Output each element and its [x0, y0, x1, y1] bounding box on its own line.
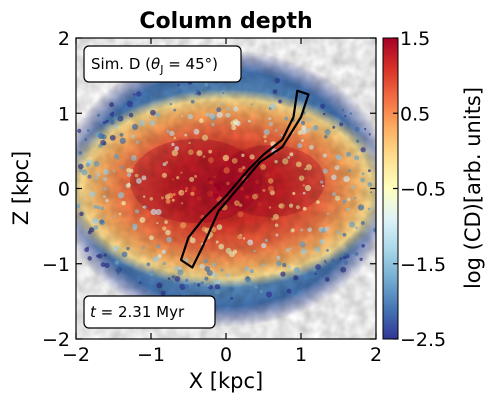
y-tick-label: 0	[58, 179, 70, 201]
y-tick-label: 2	[58, 28, 70, 50]
x-axis-label: X [kpc]	[189, 369, 263, 393]
svg-text:t = 2.31 Myr: t = 2.31 Myr	[90, 303, 185, 321]
y-axis-ticks: −2 −1 0 1 2	[42, 28, 376, 351]
sim-theta: θ	[151, 55, 160, 73]
x-tick-label: 2	[370, 344, 382, 366]
colorbar-ticks: 1.5 0.5 −0.5 −1.5 −2.5	[393, 28, 446, 351]
colorbar-tick-label: 1.5	[400, 28, 430, 50]
sim-subscript: J	[159, 63, 163, 76]
sim-prefix: Sim. D (	[91, 55, 151, 73]
colorbar-label: log (CD)[arb. units]	[461, 87, 485, 289]
chart-title: Column depth	[139, 9, 312, 34]
simulation-label-box: Sim. D (θJ = 45°)	[83, 45, 242, 83]
colorbar-tick-label: −1.5	[400, 254, 446, 276]
x-tick-label: 1	[295, 344, 307, 366]
colorbar-tick-label: 0.5	[400, 103, 430, 125]
svg-text:Sim. D (θJ = 45°): Sim. D (θJ = 45°)	[91, 55, 218, 76]
sim-suffix: = 45°)	[163, 55, 218, 73]
y-tick-label: 1	[58, 103, 70, 125]
colorbar-tick-label: −2.5	[400, 329, 446, 351]
colorbar-tick-label: −0.5	[400, 179, 446, 201]
jet-contour	[179, 89, 310, 269]
x-tick-label: −2	[62, 344, 90, 366]
x-axis-ticks: −2 −1 0 1 2	[62, 38, 382, 366]
plot-area	[76, 38, 376, 339]
x-tick-label: −1	[137, 344, 165, 366]
y-tick-label: −1	[42, 254, 70, 276]
x-tick-label: 0	[220, 344, 232, 366]
jet-outline	[179, 89, 310, 269]
time-label-box: t = 2.31 Myr	[83, 295, 216, 329]
y-tick-label: −2	[42, 329, 70, 351]
y-axis-label: Z [kpc]	[9, 151, 33, 225]
time-value: = 2.31 Myr	[96, 303, 185, 321]
time-symbol: t	[90, 303, 97, 321]
